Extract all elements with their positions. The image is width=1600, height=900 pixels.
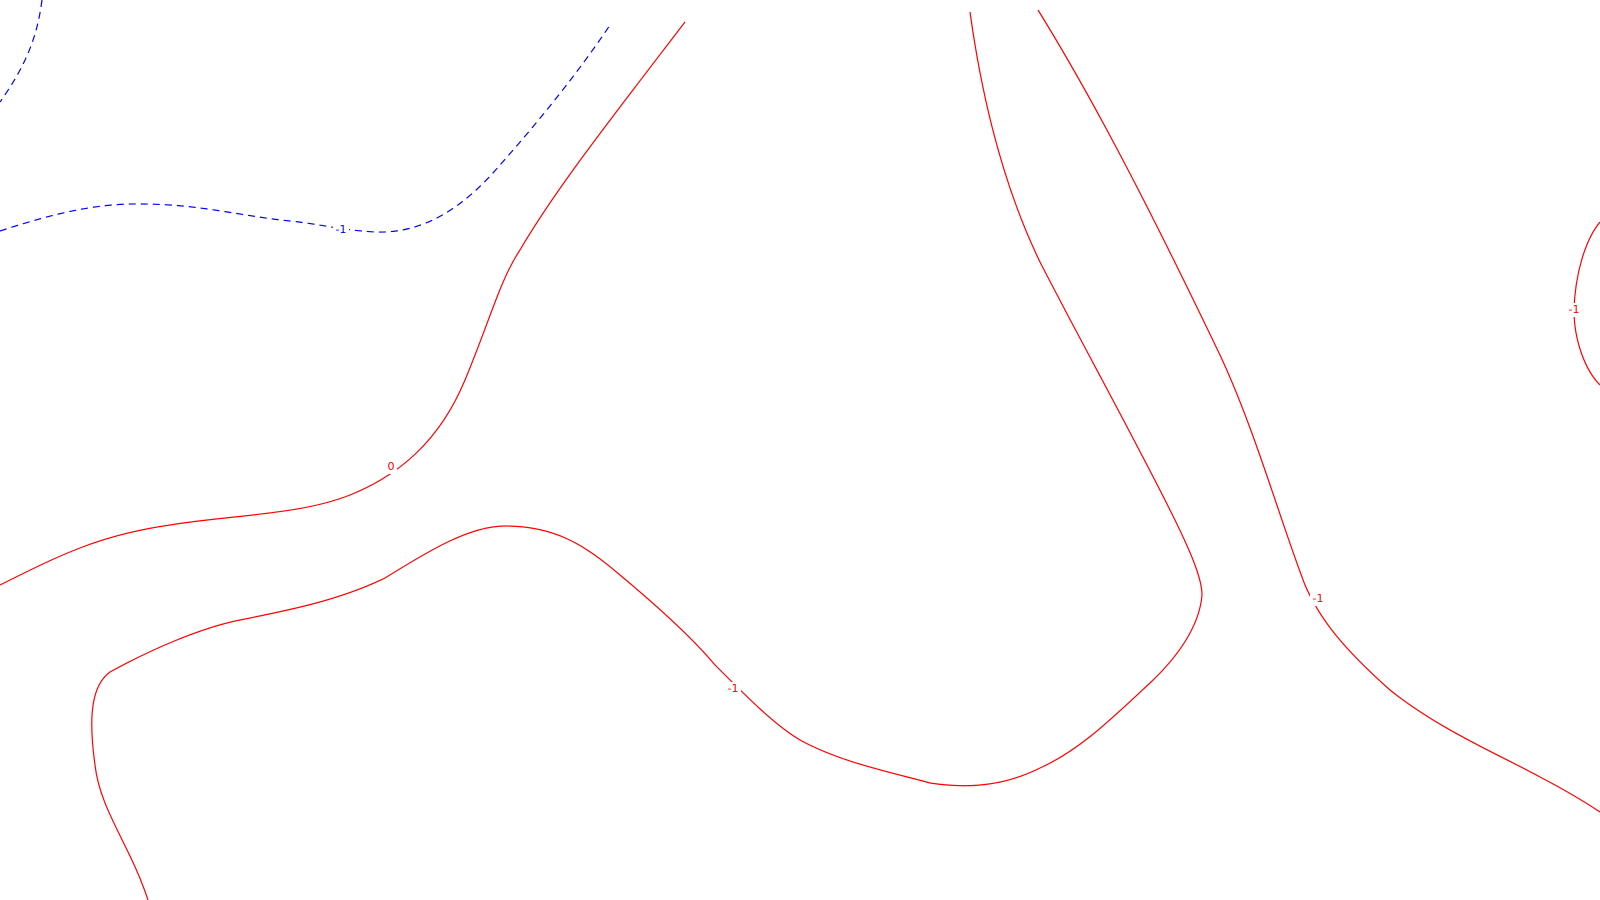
contour-line-red-loop xyxy=(91,11,1203,900)
contour-label-right: -1 xyxy=(1313,592,1324,605)
contour-line-red-zero xyxy=(0,21,686,586)
contour-label-zero: 0 xyxy=(388,460,395,473)
contour-label-loop: -1 xyxy=(728,682,739,695)
contour-label-blue: -1 xyxy=(336,223,347,236)
contour-line-blue-upper xyxy=(0,24,611,233)
contour-label-edge: -1 xyxy=(1569,303,1580,316)
contour-line-red-right xyxy=(1037,9,1600,813)
contour-line-blue-corner xyxy=(0,0,43,103)
